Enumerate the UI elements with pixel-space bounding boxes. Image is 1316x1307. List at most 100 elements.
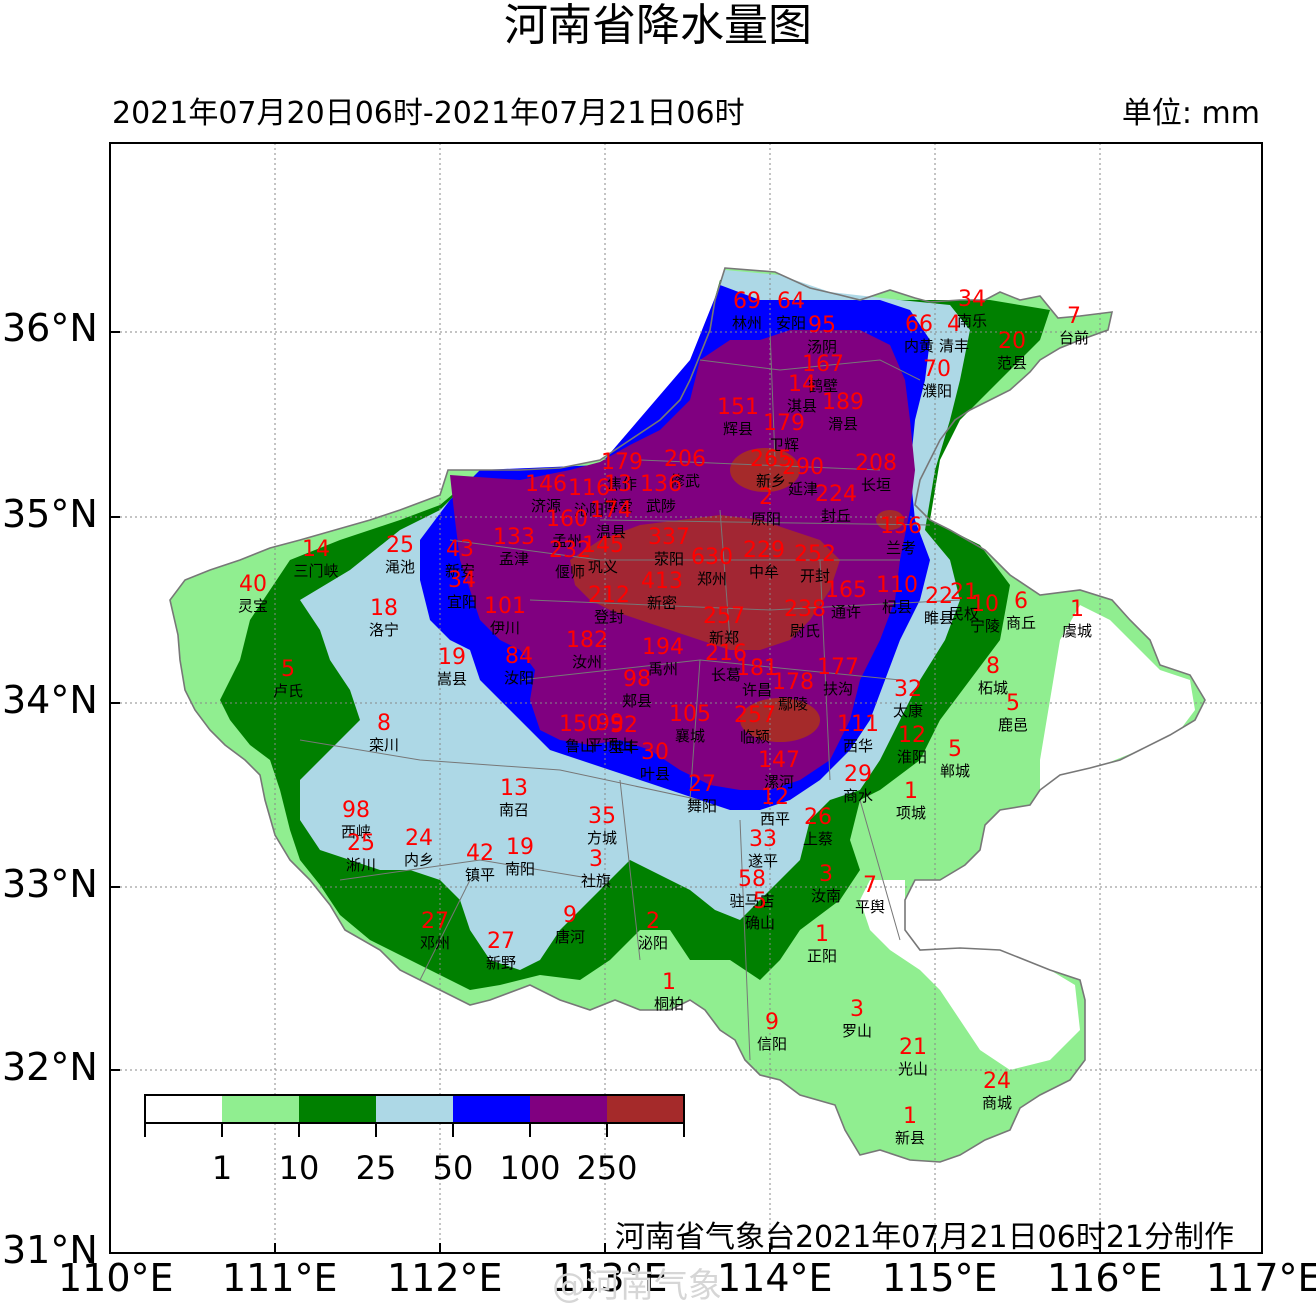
county-boundary-center	[449, 539, 961, 801]
station-value: 145	[582, 533, 624, 558]
station-name: 焦作	[607, 475, 637, 493]
station-value: 58	[738, 867, 766, 892]
station-value: 206	[664, 447, 706, 472]
station-value: 5	[948, 737, 962, 762]
station-value: 160	[546, 507, 588, 532]
station-value: 181	[736, 656, 778, 681]
station-value: 133	[493, 525, 535, 550]
station-value: 34	[958, 287, 986, 312]
station-value: 150	[559, 712, 601, 737]
station-value: 24	[405, 826, 433, 851]
province-boundary	[169, 267, 1206, 1163]
station-name: 社旗	[581, 872, 611, 890]
station-value: 5	[753, 889, 767, 914]
time-period: 2021年07月20日06时-2021年07月21日06时	[112, 96, 745, 131]
station-value: 111	[837, 712, 879, 737]
station-value: 13	[500, 776, 528, 801]
station-value: 26	[804, 805, 832, 830]
station-value: 232	[549, 538, 591, 563]
station-name: 叶县	[640, 765, 670, 783]
station-name: 舞阳	[687, 797, 717, 815]
station-name: 台前	[1059, 329, 1089, 347]
station-value: 69	[733, 289, 761, 314]
station-value: 2	[759, 485, 773, 510]
station-name: 许昌	[742, 681, 772, 699]
station-value: 216	[705, 641, 747, 666]
station-value: 224	[815, 482, 857, 507]
station-name: 襄城	[675, 727, 705, 745]
lat-label-31: 31°N	[2, 1228, 98, 1272]
station-name: 邓州	[420, 934, 450, 952]
station-value: 167	[802, 352, 844, 377]
station-value: 21	[899, 1035, 927, 1060]
legend-swatch	[453, 1095, 530, 1123]
station-name: 汤阴	[807, 338, 837, 356]
station-name: 三门峡	[293, 562, 338, 580]
producer-credit: 河南省气象台2021年07月21日06时21分制作	[614, 1220, 1234, 1255]
station-name: 商水	[843, 787, 873, 805]
legend-tick-label: 10	[279, 1149, 320, 1187]
station-name: 新野	[486, 954, 516, 972]
station-name: 洛宁	[369, 621, 399, 639]
station-value: 42	[466, 841, 494, 866]
lat-label-35: 35°N	[2, 492, 98, 536]
shade-over-250-north	[730, 448, 800, 492]
station-name: 新乡	[756, 472, 786, 490]
station-value: 257	[703, 604, 745, 629]
legend: 1 10 25 50 100 250	[144, 1094, 685, 1187]
station-value: 1	[903, 1104, 917, 1129]
station-name: 商城	[982, 1094, 1012, 1112]
station-value: 179	[763, 411, 805, 436]
station-name: 柘城	[978, 679, 1008, 697]
station-value: 40	[239, 572, 267, 597]
lon-label-117: 117°E	[1206, 1256, 1316, 1300]
station-name: 武陟	[646, 497, 676, 515]
station-value: 14	[302, 537, 330, 562]
station-value: 25	[347, 831, 375, 856]
station-name: 卫辉	[769, 436, 799, 454]
station-name: 长葛	[711, 666, 741, 684]
station-name: 漯河	[764, 773, 794, 791]
station-name: 罗山	[842, 1022, 872, 1040]
station-name: 范县	[997, 354, 1027, 372]
station-value: 630	[691, 545, 733, 570]
station-value: 34	[448, 568, 476, 593]
station-name: 汝阳	[504, 669, 534, 687]
station-value: 20	[998, 329, 1026, 354]
station-value: 9	[765, 1010, 779, 1035]
station-value: 98	[342, 798, 370, 823]
shade-over-250-south	[740, 698, 820, 742]
station-name: 辉县	[723, 420, 753, 438]
station-value: 5	[281, 657, 295, 682]
station-value: 3	[589, 847, 603, 872]
station-name: 新郑	[709, 629, 739, 647]
station-value: 165	[825, 578, 867, 603]
station-name: 博爱	[603, 497, 633, 515]
station-value: 116	[568, 476, 610, 501]
station-value: 101	[484, 594, 526, 619]
station-value: 178	[772, 670, 814, 695]
station-name: 宁陵	[970, 617, 1000, 635]
station-value: 30	[641, 740, 669, 765]
station-value: 1	[1070, 597, 1084, 622]
lon-label-113: 113°E	[552, 1256, 668, 1300]
station-value: 19	[506, 835, 534, 860]
station-name: 睢县	[924, 609, 954, 627]
station-name: 汝州	[572, 653, 602, 671]
station-value: 99	[596, 711, 624, 736]
station-name: 郑州	[697, 570, 727, 588]
station-name: 新密	[647, 594, 677, 612]
station-name: 孟州	[552, 532, 582, 550]
station-name: 开封	[800, 567, 830, 585]
station-name: 唐河	[555, 928, 585, 946]
station-value: 146	[525, 472, 567, 497]
station-name: 内黄	[904, 337, 934, 355]
station-value: 70	[923, 357, 951, 382]
legend-swatch	[607, 1095, 684, 1123]
station-value: 14	[788, 372, 816, 397]
station-name: 扶沟	[823, 680, 853, 698]
station-value: 6	[1014, 589, 1028, 614]
lon-label-110: 110°E	[58, 1256, 174, 1300]
station-value: 27	[487, 929, 515, 954]
station-name: 商丘	[1006, 614, 1036, 632]
